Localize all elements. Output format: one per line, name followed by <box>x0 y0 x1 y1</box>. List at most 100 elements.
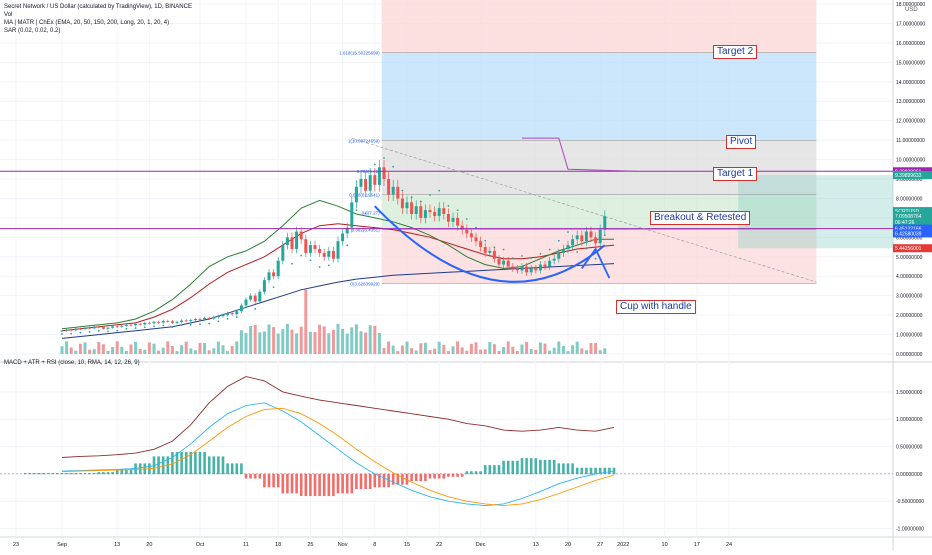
volume-bar <box>561 345 565 354</box>
fib-level-label: 0.5(7.27) <box>362 211 381 216</box>
volume-bar <box>359 331 363 354</box>
sar-dot <box>493 246 496 249</box>
candle-body <box>285 237 289 246</box>
volume-bar <box>161 347 165 354</box>
volume-bar <box>267 324 271 354</box>
macd-histogram-bar <box>299 473 303 497</box>
volume-bar <box>483 349 487 354</box>
macd-histogram-bar <box>580 467 584 475</box>
fib-zones: 1.618(15.50225699)1(10.98724659)0.786(9.… <box>339 0 893 286</box>
volume-bar <box>396 351 400 354</box>
macd-histogram-bar <box>562 463 565 475</box>
candles <box>60 159 607 333</box>
candle-body <box>483 247 487 253</box>
sar-dot <box>410 196 413 199</box>
candle-body <box>442 208 446 214</box>
volume-bar <box>428 350 432 354</box>
macd-histogram-bar <box>405 473 409 485</box>
sar-dot <box>327 264 330 267</box>
candle-body <box>276 260 280 277</box>
volume-bar <box>299 326 303 354</box>
candle-body <box>410 202 414 214</box>
candle-body <box>267 272 271 281</box>
sar-dot <box>272 286 275 289</box>
volume-bar <box>575 341 579 354</box>
macd-histogram-bar <box>97 472 101 475</box>
price-tick-label: 0.00000000 <box>896 352 923 358</box>
macd-histogram-bar <box>548 459 551 475</box>
candle-body <box>506 260 510 267</box>
macd-histogram-bar <box>304 473 308 497</box>
candle-body <box>262 280 266 292</box>
price-tick-label: 14.00000000 <box>896 80 925 86</box>
volume-bar <box>488 342 492 354</box>
candle-body <box>373 175 377 185</box>
volume-bar <box>203 343 207 354</box>
macd-histogram-bar <box>258 473 262 479</box>
macd-histogram-bar <box>65 472 68 475</box>
volume-bar <box>327 333 331 354</box>
axes: 18.00000000 17.00000000 16.00000000 15.0000… <box>13 2 932 548</box>
sar-dot <box>162 324 165 327</box>
price-tick-label: 13.00000000 <box>896 99 925 105</box>
candle-body <box>488 250 492 253</box>
candle-body <box>166 320 170 322</box>
macd-histogram-bar <box>345 473 349 494</box>
macd-histogram-bar <box>506 460 510 475</box>
macd-histogram-bar <box>378 473 381 488</box>
macd-histogram-bar <box>571 463 574 475</box>
candle-body <box>175 321 179 323</box>
sar-dot <box>530 257 533 260</box>
candle-body <box>258 291 262 302</box>
candle-body <box>295 231 299 249</box>
macd-histogram-bar <box>612 467 616 475</box>
volume-bar <box>207 350 211 354</box>
position-zone <box>738 175 893 249</box>
volume-bar <box>120 346 124 354</box>
sar-dot <box>309 259 312 262</box>
macd-histogram-bar <box>309 473 312 497</box>
candle-body <box>189 319 193 321</box>
volume-bar <box>285 323 289 354</box>
macd-histogram-bar <box>387 473 390 488</box>
candle-body <box>345 227 349 234</box>
macd-histogram-bar <box>194 452 197 475</box>
candle-body <box>336 241 340 259</box>
macd-tick-label: 1.50000000 <box>896 390 923 396</box>
volume-bar <box>474 342 478 354</box>
macd-legend: MACD + ATR + RSI (close, 10, RMA, 14, 12… <box>4 360 140 366</box>
candle-body <box>598 229 602 244</box>
volume-bar <box>322 326 326 354</box>
candle-body <box>400 198 404 209</box>
macd-histogram-bar <box>396 473 400 485</box>
macd-histogram-bar <box>382 473 386 488</box>
volume-bar <box>584 350 588 354</box>
macd-histogram-bar <box>161 456 165 475</box>
sar-dot <box>153 325 155 328</box>
macd-histogram-bar <box>608 467 611 475</box>
handle-stroke <box>581 247 611 279</box>
volume-bar <box>74 350 78 354</box>
macd-histogram-bar <box>295 473 298 494</box>
volume-bar <box>166 341 170 354</box>
candle-body <box>249 295 253 300</box>
volume-bar <box>437 341 441 354</box>
sar-dot <box>539 252 542 255</box>
macd-histogram-bar <box>244 473 248 479</box>
candle-body <box>244 299 248 306</box>
volume-bar <box>442 344 446 354</box>
macd-histogram-bar <box>157 456 160 475</box>
macd-histogram-bar <box>364 473 367 490</box>
time-tick-label: 23 <box>13 542 19 548</box>
fib-level-label: 0.618(8.19641) <box>349 193 380 198</box>
sar-dot <box>97 330 100 332</box>
candle-body <box>405 202 409 209</box>
candle-body <box>446 214 450 222</box>
candle-body <box>497 258 501 265</box>
time-tick-label: 20 <box>565 542 571 548</box>
price-badge <box>893 207 932 216</box>
candle-body <box>396 186 400 199</box>
macd-tick-label: 1.00000000 <box>896 417 923 423</box>
macd-histogram-bar <box>115 469 119 475</box>
